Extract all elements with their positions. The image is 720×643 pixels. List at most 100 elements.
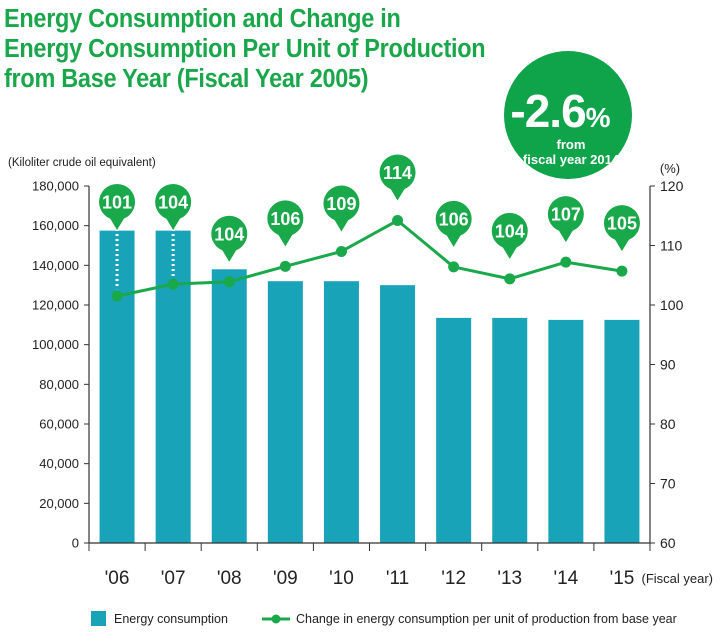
- marker-bubble: [491, 212, 528, 249]
- x-tick-label: '07: [161, 568, 186, 589]
- marker-bubble: [155, 184, 192, 220]
- callout-number: -2.6: [510, 85, 585, 137]
- callout-unit: %: [586, 102, 611, 133]
- bar-0: [99, 230, 135, 543]
- marker-label: 114: [383, 163, 412, 183]
- marker-pin-3: 106: [267, 200, 304, 247]
- marker-label: 109: [326, 194, 356, 214]
- line-point-0: [111, 290, 123, 302]
- title-line-1: Energy Consumption and Change in: [4, 5, 401, 33]
- x-tick-label: '10: [329, 568, 354, 589]
- left-tick-label: 180,000: [32, 179, 79, 194]
- bar-2: [211, 269, 247, 543]
- change-line: [116, 219, 623, 298]
- right-tick-label: 60: [660, 535, 676, 551]
- left-tick-label: 40,000: [39, 456, 79, 471]
- change-callout: -2.6% from fiscal year 2014: [504, 51, 632, 179]
- x-tick-label: '06: [105, 568, 130, 589]
- line-point-5: [392, 215, 404, 227]
- bar-4: [323, 281, 359, 543]
- legend-line-label: Change in energy consumption per unit of…: [296, 612, 677, 626]
- bar-6: [436, 317, 472, 543]
- line-markers: 101 104 104 106 109 114 106 104 107 105: [99, 154, 640, 290]
- bar-3: [267, 281, 303, 543]
- line-point-4: [335, 245, 347, 257]
- line-point-7: [504, 273, 516, 285]
- marker-bubble: [547, 196, 584, 233]
- x-tick-label: '11: [386, 568, 409, 589]
- line-point-2: [223, 276, 235, 288]
- x-tick-label: '08: [217, 568, 242, 589]
- marker-bubble: [99, 184, 136, 220]
- line-series: [111, 215, 628, 302]
- marker-label: 104: [214, 224, 244, 244]
- x-tick-label: '09: [273, 568, 298, 589]
- marker-pin-9: 105: [603, 205, 640, 252]
- line-point-8: [560, 256, 572, 268]
- legend: Energy consumption Change in energy cons…: [91, 611, 677, 626]
- marker-pin-5: 114: [379, 154, 416, 201]
- x-tick-label: '12: [441, 568, 466, 589]
- marker-bubble: [323, 185, 360, 222]
- legend-line-marker: [271, 614, 281, 624]
- callout-line-2: fiscal year 2014: [523, 152, 620, 167]
- right-tick-label: 90: [660, 357, 676, 373]
- left-tick-label: 160,000: [32, 218, 79, 233]
- title-line-3: from Base Year (Fiscal Year 2005): [4, 65, 369, 93]
- x-axis: '06 '07 '08 '09 '10 '11 '12 '13 '14 '15: [88, 542, 651, 589]
- left-tick-label: 60,000: [39, 417, 79, 432]
- right-tick-label: 120: [660, 178, 684, 194]
- x-tick-label: '14: [553, 568, 578, 589]
- title-line-2: Energy Consumption Per Unit of Productio…: [4, 35, 486, 63]
- callout-line-1: from: [557, 137, 586, 152]
- right-tick-label: 70: [660, 476, 676, 492]
- marker-label: 106: [270, 209, 300, 229]
- marker-bubble: [603, 205, 640, 242]
- left-tick-label: 80,000: [39, 377, 79, 392]
- legend-bar-swatch: [91, 611, 106, 626]
- right-axis: 60 70 80 90 100 110 120: [649, 178, 684, 551]
- chart-title: Energy Consumption and Change in Energy …: [4, 4, 486, 94]
- line-point-3: [279, 260, 291, 272]
- bar-9: [604, 319, 640, 543]
- left-tick-label: 120,000: [32, 298, 79, 313]
- bar-series: [99, 230, 640, 543]
- marker-pin-8: 107: [547, 196, 584, 243]
- right-axis-label: (%): [660, 161, 680, 176]
- marker-pin-2: 104: [211, 215, 248, 262]
- left-tick-label: 20,000: [39, 496, 79, 511]
- right-tick-label: 80: [660, 416, 676, 432]
- legend-bar-label: Energy consumption: [114, 612, 228, 626]
- line-point-9: [616, 265, 628, 277]
- x-axis-unit-label: (Fiscal year): [641, 571, 713, 586]
- marker-bubble: [267, 200, 304, 237]
- x-tick-label: '13: [497, 568, 522, 589]
- marker-pin-1: 104: [155, 184, 192, 278]
- callout-circle: [504, 51, 632, 179]
- marker-bubble: [211, 215, 248, 252]
- marker-pin-7: 104: [491, 212, 528, 259]
- marker-pin-6: 106: [435, 200, 472, 247]
- bar-1: [155, 230, 191, 543]
- marker-pin-0: 101: [99, 184, 136, 290]
- marker-label: 106: [439, 209, 469, 229]
- bar-7: [492, 317, 528, 543]
- marker-bubble: [379, 154, 416, 191]
- callout-value: -2.6%: [510, 85, 610, 137]
- left-tick-label: 0: [72, 536, 79, 551]
- left-axis: 0 20,000 40,000 60,000 80,000 100,000 120,000 1…: [32, 179, 90, 551]
- line-point-1: [167, 278, 179, 290]
- bar-8: [548, 319, 584, 543]
- line-point-6: [448, 261, 460, 273]
- marker-label: 104: [495, 221, 525, 241]
- x-tick-label: '15: [610, 568, 635, 589]
- marker-bubble: [435, 200, 472, 237]
- marker-pin-4: 109: [323, 185, 360, 232]
- marker-label: 104: [158, 193, 188, 213]
- left-axis-label: (Kiloliter crude oil equivalent): [8, 157, 156, 169]
- marker-label: 101: [102, 193, 132, 213]
- right-tick-label: 110: [660, 238, 683, 254]
- bar-5: [380, 285, 416, 543]
- left-tick-label: 140,000: [32, 258, 79, 273]
